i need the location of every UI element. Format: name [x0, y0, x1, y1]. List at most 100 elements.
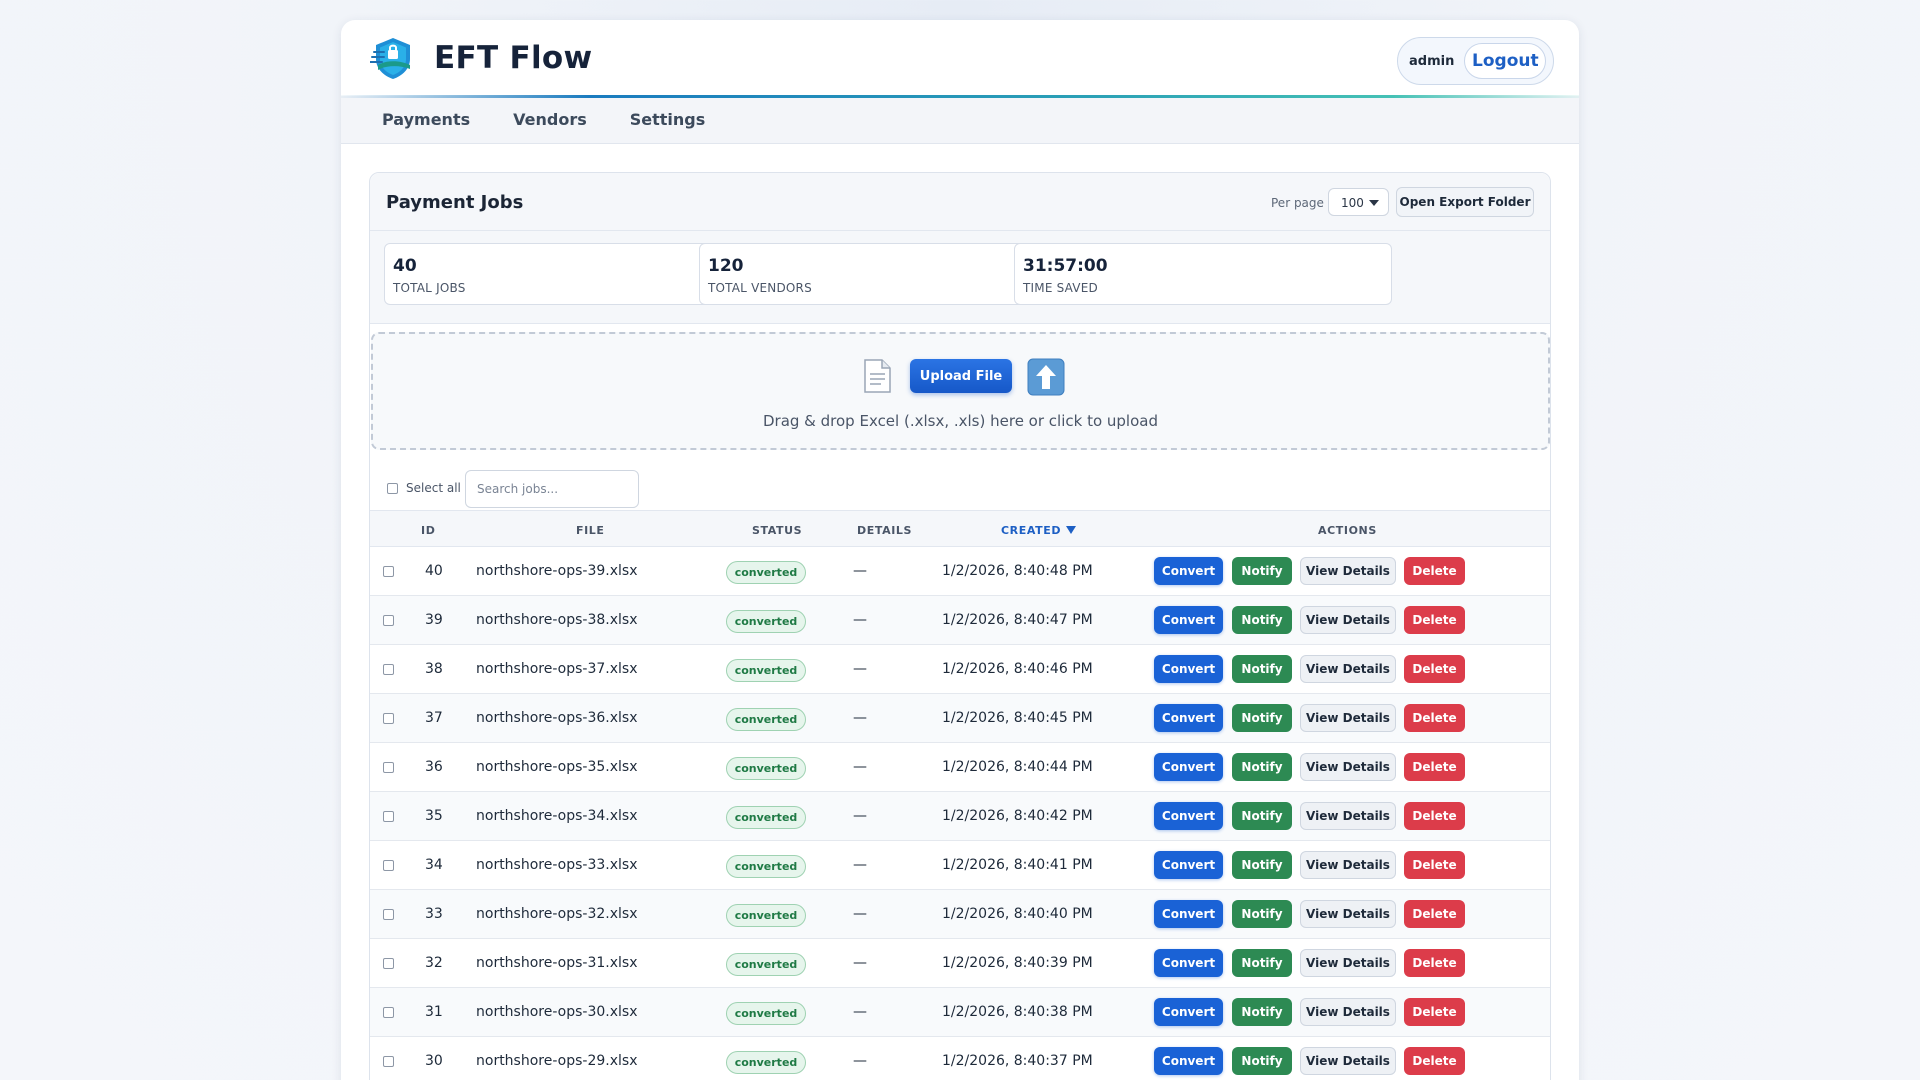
convert-button[interactable]: Convert — [1154, 949, 1223, 977]
notify-button[interactable]: Notify — [1232, 851, 1292, 879]
job-file: northshore-ops-30.xlsx — [476, 1004, 638, 1020]
logout-button[interactable]: Logout — [1464, 43, 1547, 79]
select-all-checkbox[interactable] — [387, 483, 398, 494]
row-checkbox[interactable] — [383, 860, 394, 871]
delete-button[interactable]: Delete — [1404, 557, 1465, 585]
job-id: 32 — [425, 955, 443, 971]
view-details-button[interactable]: View Details — [1300, 557, 1396, 585]
job-details: — — [853, 955, 867, 971]
table-row: 36 northshore-ops-35.xlsx converted — 1/… — [370, 743, 1550, 792]
convert-button[interactable]: Convert — [1154, 998, 1223, 1026]
row-checkbox[interactable] — [383, 762, 394, 773]
job-id: 39 — [425, 612, 443, 628]
chevron-down-icon — [1369, 200, 1379, 206]
row-checkbox[interactable] — [383, 811, 394, 822]
column-header-created[interactable]: CREATED — [1001, 524, 1077, 537]
delete-button[interactable]: Delete — [1404, 900, 1465, 928]
job-file: northshore-ops-37.xlsx — [476, 661, 638, 677]
job-details: — — [853, 661, 867, 677]
column-header-details[interactable]: DETAILS — [857, 524, 913, 537]
job-file: northshore-ops-35.xlsx — [476, 759, 638, 775]
view-details-button[interactable]: View Details — [1300, 802, 1396, 830]
job-id: 31 — [425, 1004, 443, 1020]
row-checkbox[interactable] — [383, 1007, 394, 1018]
nav-vendors[interactable]: Vendors — [513, 110, 587, 129]
convert-button[interactable]: Convert — [1154, 557, 1223, 585]
delete-button[interactable]: Delete — [1404, 704, 1465, 732]
row-checkbox[interactable] — [383, 1056, 394, 1067]
nav-payments[interactable]: Payments — [382, 110, 471, 129]
convert-button[interactable]: Convert — [1154, 606, 1223, 634]
job-file: northshore-ops-33.xlsx — [476, 857, 638, 873]
table-row: 31 northshore-ops-30.xlsx converted — 1/… — [370, 988, 1550, 1037]
status-badge: converted — [726, 855, 806, 878]
view-details-button[interactable]: View Details — [1300, 900, 1396, 928]
convert-button[interactable]: Convert — [1154, 704, 1223, 732]
notify-button[interactable]: Notify — [1232, 704, 1292, 732]
open-export-folder-button[interactable]: Open Export Folder — [1396, 187, 1534, 217]
view-details-button[interactable]: View Details — [1300, 851, 1396, 879]
convert-button[interactable]: Convert — [1154, 851, 1223, 879]
column-header-status[interactable]: STATUS — [752, 524, 803, 537]
notify-button[interactable]: Notify — [1232, 606, 1292, 634]
stats-bar: 40 TOTAL JOBS 120 TOTAL VENDORS 31:57:00… — [370, 231, 1550, 324]
table-body: 40 northshore-ops-39.xlsx converted — 1/… — [370, 547, 1550, 1080]
view-details-button[interactable]: View Details — [1300, 949, 1396, 977]
job-created: 1/2/2026, 8:40:38 PM — [942, 1004, 1093, 1020]
convert-button[interactable]: Convert — [1154, 1047, 1223, 1075]
status-badge: converted — [726, 610, 806, 633]
delete-button[interactable]: Delete — [1404, 998, 1465, 1026]
job-details: — — [853, 1053, 867, 1069]
notify-button[interactable]: Notify — [1232, 998, 1292, 1026]
column-header-file[interactable]: FILE — [576, 524, 605, 537]
notify-button[interactable]: Notify — [1232, 900, 1292, 928]
notify-button[interactable]: Notify — [1232, 753, 1292, 781]
delete-button[interactable]: Delete — [1404, 949, 1465, 977]
convert-button[interactable]: Convert — [1154, 802, 1223, 830]
table-row: 34 northshore-ops-33.xlsx converted — 1/… — [370, 841, 1550, 890]
notify-button[interactable]: Notify — [1232, 802, 1292, 830]
view-details-button[interactable]: View Details — [1300, 1047, 1396, 1075]
nav-settings[interactable]: Settings — [629, 110, 706, 129]
column-header-created-label: CREATED — [1001, 524, 1062, 537]
view-details-button[interactable]: View Details — [1300, 655, 1396, 683]
row-checkbox[interactable] — [383, 566, 394, 577]
upload-file-button[interactable]: Upload File — [910, 359, 1012, 393]
row-checkbox[interactable] — [383, 664, 394, 675]
convert-button[interactable]: Convert — [1154, 753, 1223, 781]
header-accent-line — [341, 95, 1579, 98]
delete-button[interactable]: Delete — [1404, 655, 1465, 683]
view-details-button[interactable]: View Details — [1300, 606, 1396, 634]
delete-button[interactable]: Delete — [1404, 1047, 1465, 1075]
upload-dropzone[interactable]: Upload File Drag & drop Excel (.xlsx, .x… — [371, 332, 1550, 450]
view-details-button[interactable]: View Details — [1300, 704, 1396, 732]
notify-button[interactable]: Notify — [1232, 949, 1292, 977]
row-checkbox[interactable] — [383, 615, 394, 626]
job-file: northshore-ops-34.xlsx — [476, 808, 638, 824]
delete-button[interactable]: Delete — [1404, 802, 1465, 830]
job-id: 33 — [425, 906, 443, 922]
per-page-label: Per page — [1271, 196, 1324, 210]
stat-value: 31:57:00 — [1023, 256, 1108, 276]
job-created: 1/2/2026, 8:40:41 PM — [942, 857, 1093, 873]
convert-button[interactable]: Convert — [1154, 655, 1223, 683]
view-details-button[interactable]: View Details — [1300, 998, 1396, 1026]
table-row: 38 northshore-ops-37.xlsx converted — 1/… — [370, 645, 1550, 694]
row-checkbox[interactable] — [383, 909, 394, 920]
search-input[interactable] — [465, 470, 639, 508]
row-checkbox[interactable] — [383, 713, 394, 724]
notify-button[interactable]: Notify — [1232, 655, 1292, 683]
convert-button[interactable]: Convert — [1154, 900, 1223, 928]
per-page-select[interactable]: 100 — [1328, 188, 1389, 216]
row-checkbox[interactable] — [383, 958, 394, 969]
job-details: — — [853, 563, 867, 579]
notify-button[interactable]: Notify — [1232, 557, 1292, 585]
notify-button[interactable]: Notify — [1232, 1047, 1292, 1075]
delete-button[interactable]: Delete — [1404, 851, 1465, 879]
delete-button[interactable]: Delete — [1404, 606, 1465, 634]
column-header-id[interactable]: ID — [421, 524, 436, 537]
table-row: 33 northshore-ops-32.xlsx converted — 1/… — [370, 890, 1550, 939]
delete-button[interactable]: Delete — [1404, 753, 1465, 781]
view-details-button[interactable]: View Details — [1300, 753, 1396, 781]
job-created: 1/2/2026, 8:40:42 PM — [942, 808, 1093, 824]
